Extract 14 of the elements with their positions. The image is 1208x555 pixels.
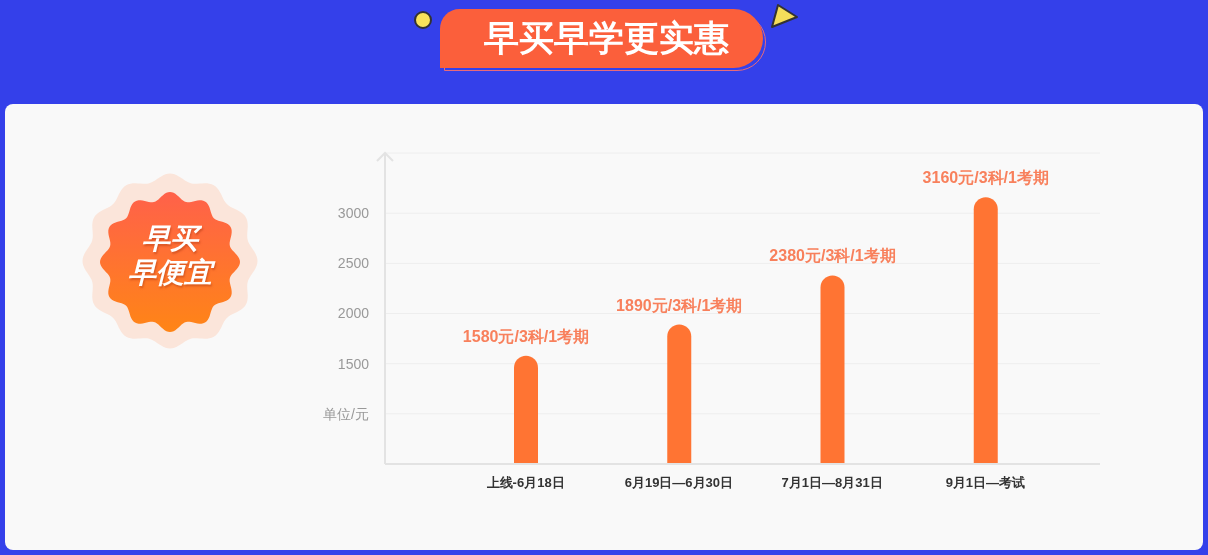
data-label: 1890元/3科/1考期 [616, 296, 743, 314]
chart-title: 早买早学更实惠 [483, 17, 730, 59]
x-tick-label: 7月1日—8月31日 [781, 475, 883, 491]
x-tick-label: 9月1日—考试 [945, 475, 1026, 491]
data-label: 1580元/3科/1考期 [462, 327, 590, 345]
data-label: 2380元/3科/1考期 [769, 247, 896, 265]
data-label: 3160元/3科/1考期 [922, 169, 1049, 187]
x-tick-label: 上线-6月18日 [485, 475, 565, 491]
y-tick-label: 1500 [337, 355, 370, 372]
y-tick-label: 2000 [337, 305, 370, 322]
y-tick-label: 2500 [337, 255, 370, 272]
y-tick-label: 3000 [337, 205, 370, 222]
x-tick-label: 6月19日—6月30日 [624, 475, 734, 491]
y-tick-label: 单位/元 [323, 405, 369, 422]
